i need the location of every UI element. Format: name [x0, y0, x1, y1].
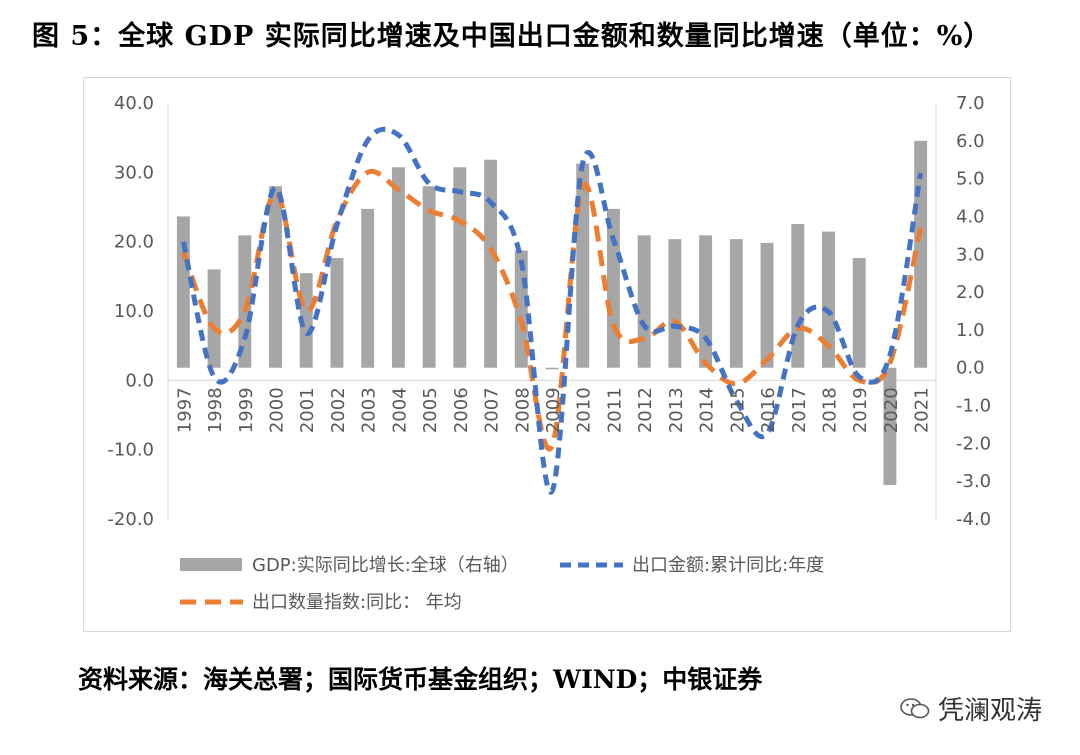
gdp-bar	[361, 208, 375, 368]
gdp-bar	[299, 273, 313, 368]
x-axis-tick-label: 1999	[236, 387, 257, 433]
x-axis-tick-label: 2017	[789, 387, 810, 433]
left-axis-tick-label: 10.0	[114, 301, 154, 322]
watermark-text: 凭澜观涛	[938, 696, 1043, 726]
gdp-bar	[914, 140, 928, 368]
x-axis-tick-label: 2020	[881, 387, 902, 433]
right-axis-tick-label: 0.0	[956, 358, 985, 379]
x-axis-tick-label: 2000	[267, 387, 288, 433]
source-note: 资料来源：海关总署；国际货币基金组织；WIND；中银证券	[78, 665, 763, 694]
x-axis-tick-label: 2011	[604, 387, 625, 433]
chart-frame	[83, 77, 1011, 632]
gdp-bar	[422, 186, 436, 368]
right-axis-tick-label: 5.0	[956, 169, 985, 190]
gdp-bar	[822, 231, 835, 368]
gdp-bar	[668, 239, 682, 368]
gdp-bar	[852, 258, 866, 368]
x-axis-tick-label: 2004	[389, 387, 410, 433]
gdp-bar	[176, 216, 190, 368]
legend: GDP:实际同比增长:全球（右轴） 出口金额:累计同比:年度 出口数量指数:同比…	[180, 555, 824, 613]
gdp-bar	[391, 167, 405, 368]
x-axis-tick-label: 2006	[451, 387, 472, 433]
x-axis-tick-label: 1997	[174, 387, 195, 433]
x-axis-tick-label: 2019	[850, 387, 871, 433]
left-axis-tick-label: -10.0	[107, 440, 154, 461]
figure-title: 图 5：全球 GDP 实际同比增速及中国出口金额和数量同比增速（单位：%）	[32, 21, 992, 52]
x-axis-tick-label: 2021	[912, 387, 933, 433]
right-axis-tick-label: 2.0	[956, 282, 985, 303]
left-axis-tick-label: 0.0	[125, 370, 154, 391]
gdp-bar	[883, 367, 897, 485]
x-axis-tick-label: 2005	[420, 387, 441, 433]
right-axis-tick-label: 3.0	[956, 244, 985, 265]
x-axis-tick-label: 2015	[727, 387, 748, 433]
x-axis-tick-label: 2010	[574, 387, 595, 433]
left-axis-tick-label: -20.0	[107, 509, 154, 530]
gdp-bar	[269, 186, 282, 368]
gdp-bar	[791, 224, 805, 368]
legend-label-export-volume: 出口数量指数:同比： 年均	[252, 592, 462, 613]
gdp-bar	[484, 159, 498, 368]
gdp-bar	[699, 235, 713, 368]
gdp-bar	[637, 235, 651, 368]
left-axis-tick-label: 30.0	[114, 162, 154, 183]
gdp-bar	[576, 163, 590, 368]
gdp-bar	[207, 269, 221, 368]
x-axis-tick-label: 2001	[297, 387, 318, 433]
x-axis-tick-label: 2007	[482, 387, 503, 433]
x-axis-tick-label: 2008	[512, 387, 533, 433]
right-axis-tick-label: -4.0	[956, 509, 991, 530]
right-axis-tick-label: -1.0	[956, 396, 991, 417]
gdp-bar	[760, 242, 774, 368]
x-axis-tick-label: 2012	[635, 387, 656, 433]
right-axis-tick-label: 1.0	[956, 320, 985, 341]
right-axis-tick-label: 7.0	[956, 93, 985, 114]
legend-swatch-gdp	[180, 558, 242, 571]
right-axis-tick-label: -2.0	[956, 433, 991, 454]
gdp-bar	[545, 367, 559, 370]
gdp-bar	[729, 239, 743, 368]
x-axis-tick-label: 2009	[543, 387, 564, 433]
right-axis-tick-label: 4.0	[956, 206, 985, 227]
legend-label-gdp: GDP:实际同比增长:全球（右轴）	[252, 555, 519, 576]
axis-layer	[167, 103, 937, 519]
left-axis-tick-label: 20.0	[114, 232, 154, 253]
x-axis-tick-label: 2016	[758, 387, 779, 433]
export-volume-line	[181, 168, 924, 452]
wechat-icon	[900, 697, 930, 718]
left-axis-tick-label: 40.0	[114, 93, 154, 114]
gdp-bar	[330, 258, 344, 368]
watermark: 凭澜观涛	[900, 690, 1042, 727]
ticks-layer: 40.0 30.0 20.0 10.0 0.0 -10.0 -20.0 7.0 6.0 5.0 4.…	[107, 93, 991, 530]
x-axis-tick-label: 1998	[205, 387, 226, 433]
right-axis-tick-label: -3.0	[956, 471, 991, 492]
line-layer	[180, 126, 924, 495]
x-axis-tick-label: 2014	[697, 387, 718, 433]
x-axis-tick-label: 2002	[328, 387, 349, 433]
export-value-line	[180, 126, 924, 495]
right-axis-tick-label: 6.0	[956, 131, 985, 152]
x-axis-tick-label: 2018	[819, 387, 840, 433]
gdp-bar	[606, 208, 620, 368]
legend-label-export-value: 出口金额:累计同比:年度	[632, 555, 824, 576]
x-axis-tick-label: 2003	[359, 387, 380, 433]
x-axis-tick-label: 2013	[666, 387, 687, 433]
gdp-bar	[453, 167, 467, 368]
